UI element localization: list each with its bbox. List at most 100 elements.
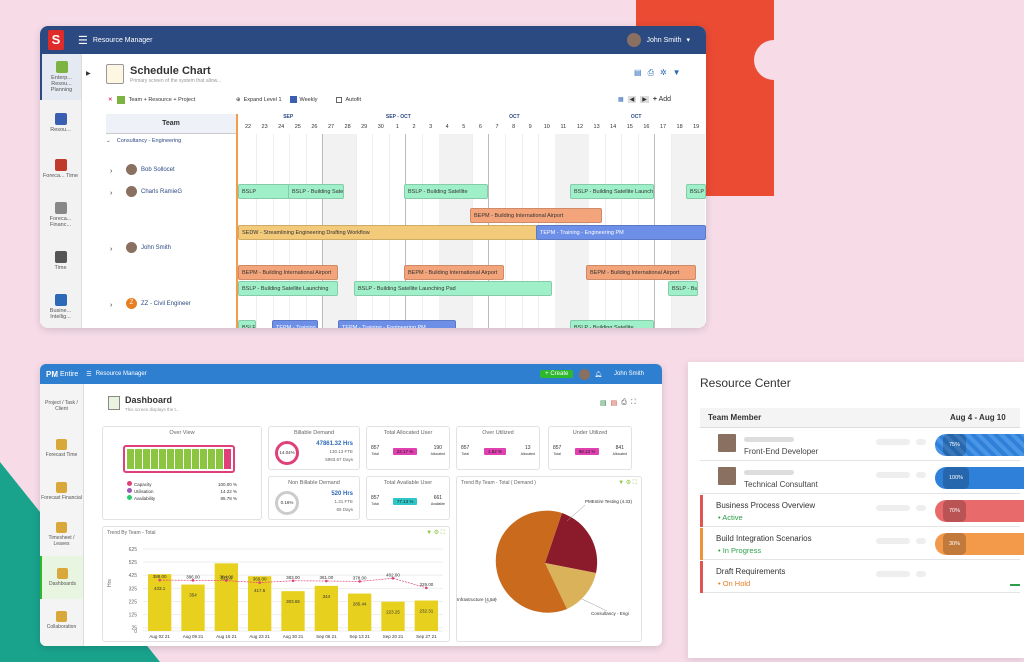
chart-expand-icon[interactable]: ⛶ (440, 530, 445, 536)
add-button[interactable]: + Add (652, 96, 672, 103)
pie-filter-icon[interactable]: ▼ (618, 480, 625, 486)
schedule-bar[interactable]: BSLP - Building Satellite (570, 320, 654, 328)
team-member-row[interactable]: Front-End Developer 75% (700, 429, 1024, 461)
menu-icon[interactable]: ☰ (86, 371, 92, 378)
day-header: 13 (593, 124, 600, 130)
chart-settings-icon[interactable]: ⚙ (433, 530, 440, 536)
schedule-bar[interactable]: BSLP (686, 184, 706, 199)
bar[interactable] (214, 563, 238, 631)
team-header: Team (106, 114, 236, 134)
sidebar-toggle[interactable]: ▶ (86, 71, 91, 77)
sidebar-item-label: Forecast Financial (41, 495, 82, 501)
schedule-bar[interactable]: BEPM - Building International Airport (404, 265, 504, 280)
schedule-bar[interactable]: TEPM - Training (272, 320, 318, 328)
expand-row-icon[interactable]: › (110, 168, 113, 175)
allocation-bar[interactable]: 70% (935, 500, 1024, 522)
schedule-bar[interactable]: BEPM - Building International Airport (238, 265, 338, 280)
expand-level[interactable]: Expand Level 1 (243, 96, 282, 103)
settings-icon[interactable]: ✲ (659, 68, 667, 77)
schedule-bar[interactable]: BSLP - Building Satellite (288, 184, 344, 199)
bar[interactable] (414, 600, 438, 631)
sidebar-item[interactable]: Foreca... Time (40, 146, 81, 192)
schedule-bar[interactable]: BEPM - Building International Airport (586, 265, 696, 280)
team-member-row[interactable]: Technical Consultant 100% (700, 462, 1024, 494)
sidebar-item[interactable]: Enterp... Resou... Planning (40, 54, 81, 100)
group-row[interactable]: ⌄ Consultancy - Engineering (106, 138, 181, 144)
schedule-bar[interactable]: BSLP - Building Satellite Launching (238, 281, 338, 296)
schedule-bar[interactable]: SEDW - Streamlining Engineering Drafting… (238, 225, 538, 240)
bar[interactable] (181, 584, 205, 631)
allocation-bar[interactable]: 30% (935, 533, 1024, 555)
dashboard-sidebar-item[interactable]: Dashboards (40, 556, 83, 599)
expand-row-icon[interactable]: › (110, 246, 113, 253)
menu-icon[interactable]: ☰ (78, 34, 88, 47)
bar[interactable] (281, 591, 305, 631)
dashboard-sidebar-item[interactable]: Project / Task / Client (40, 384, 83, 427)
sidebar-item[interactable]: Resou... (40, 100, 81, 146)
user-name[interactable]: John Smith (613, 371, 644, 377)
team-member-row[interactable]: Business Process Overview • Active 70% (700, 495, 1024, 527)
pie-settings-icon[interactable]: ⚙ (625, 480, 632, 486)
bar[interactable] (348, 593, 372, 631)
calendar-icon[interactable]: ▦ (618, 97, 624, 103)
dashboard-sidebar-item[interactable]: Request (40, 642, 83, 646)
person-row[interactable]: Bob Sollocet (126, 164, 175, 175)
expand-icon[interactable]: ⊕ (236, 96, 241, 103)
user-avatar[interactable] (627, 33, 642, 47)
bar[interactable] (381, 601, 405, 631)
schedule-bar[interactable]: BSLP - Building Satellite Launching (570, 184, 654, 199)
chart-filter-icon[interactable]: ▼ (426, 530, 433, 536)
create-button[interactable]: + Create (540, 370, 574, 378)
expand-row-icon[interactable]: › (110, 302, 113, 309)
y-tick-label: 0 (134, 629, 137, 635)
print-icon[interactable]: ⎙ (647, 68, 654, 77)
pdf-icon[interactable]: ▤ (610, 400, 618, 407)
app-logo: S (48, 30, 64, 50)
filter-icon[interactable]: ▼ (672, 68, 681, 77)
schedule-bar[interactable]: TEPM - Training - Engineering PM (338, 320, 456, 328)
team-member-row[interactable]: Draft Requirements • On Hold (700, 561, 1020, 593)
expand-row-icon[interactable]: › (110, 190, 113, 197)
weekly-select[interactable]: Weekly (299, 96, 318, 103)
dashboard-sidebar-item[interactable]: Collaboration (40, 599, 83, 642)
export-icon[interactable]: ▤ (634, 68, 642, 77)
person-row[interactable]: Charls RamieG (126, 186, 182, 197)
sidebar-item[interactable]: Time (40, 238, 81, 284)
allocation-bar[interactable]: 100% (935, 467, 1024, 489)
day-header: 30 (377, 124, 384, 130)
schedule-bar[interactable]: BSLP - Building Satellite Launching Pad (354, 281, 552, 296)
dashboard-sidebar-item[interactable]: Forecast Financial (40, 470, 83, 513)
schedule-bar[interactable]: BSLP - Building Satellite (668, 281, 698, 296)
bell-icon[interactable]: 🔔︎ (594, 371, 602, 378)
sidebar-item[interactable]: Busine... Intellig... (40, 284, 81, 328)
print-icon[interactable]: ⎙ (621, 399, 627, 406)
schedule-bar[interactable]: BEPM - Building International Airport (470, 208, 602, 223)
user-avatar[interactable] (579, 368, 591, 380)
sidebar-item-label: Project / Task / Client (45, 399, 78, 412)
tools-icon[interactable]: ✕ (108, 97, 113, 103)
chevron-down-icon[interactable]: ▾ (686, 37, 690, 44)
prev-button[interactable]: ◀ (627, 96, 637, 103)
chevron-down-icon[interactable]: ⌄ (106, 138, 111, 144)
person-row[interactable]: Z ZZ - Civil Engineer (126, 298, 191, 309)
pie-expand-icon[interactable]: ⛶ (632, 480, 637, 486)
schedule-bar[interactable]: BSLP - Building Satellite (404, 184, 488, 199)
bar[interactable] (314, 585, 338, 631)
dashboard-sidebar-item[interactable]: Timesheet / Leaves (40, 513, 83, 556)
breadcrumb[interactable]: Team + Resource + Project (128, 97, 196, 103)
user-name[interactable]: John Smith (646, 36, 682, 44)
fullscreen-icon[interactable]: ⛶ (630, 399, 636, 406)
sidebar-item[interactable]: Foreca... Financ... (40, 192, 81, 238)
schedule-bar[interactable]: TEPM - Training - Engineering PM (536, 225, 706, 240)
bar[interactable] (148, 574, 172, 631)
autofit-checkbox[interactable] (336, 96, 343, 103)
next-button[interactable]: ▶ (640, 96, 649, 103)
person-row[interactable]: John Smith (126, 242, 171, 253)
schedule-bar[interactable]: BSLP (238, 320, 256, 328)
allocation-bar[interactable]: 75% (935, 434, 1024, 456)
bar[interactable] (248, 576, 272, 631)
team-member-row[interactable]: Build Integration Scenarios • In Progress… (700, 528, 1024, 560)
dashboard-sidebar-item[interactable]: Forecast Time (40, 427, 83, 470)
member-role: Front-End Developer (744, 447, 819, 456)
excel-icon[interactable]: ▤ (600, 400, 607, 407)
